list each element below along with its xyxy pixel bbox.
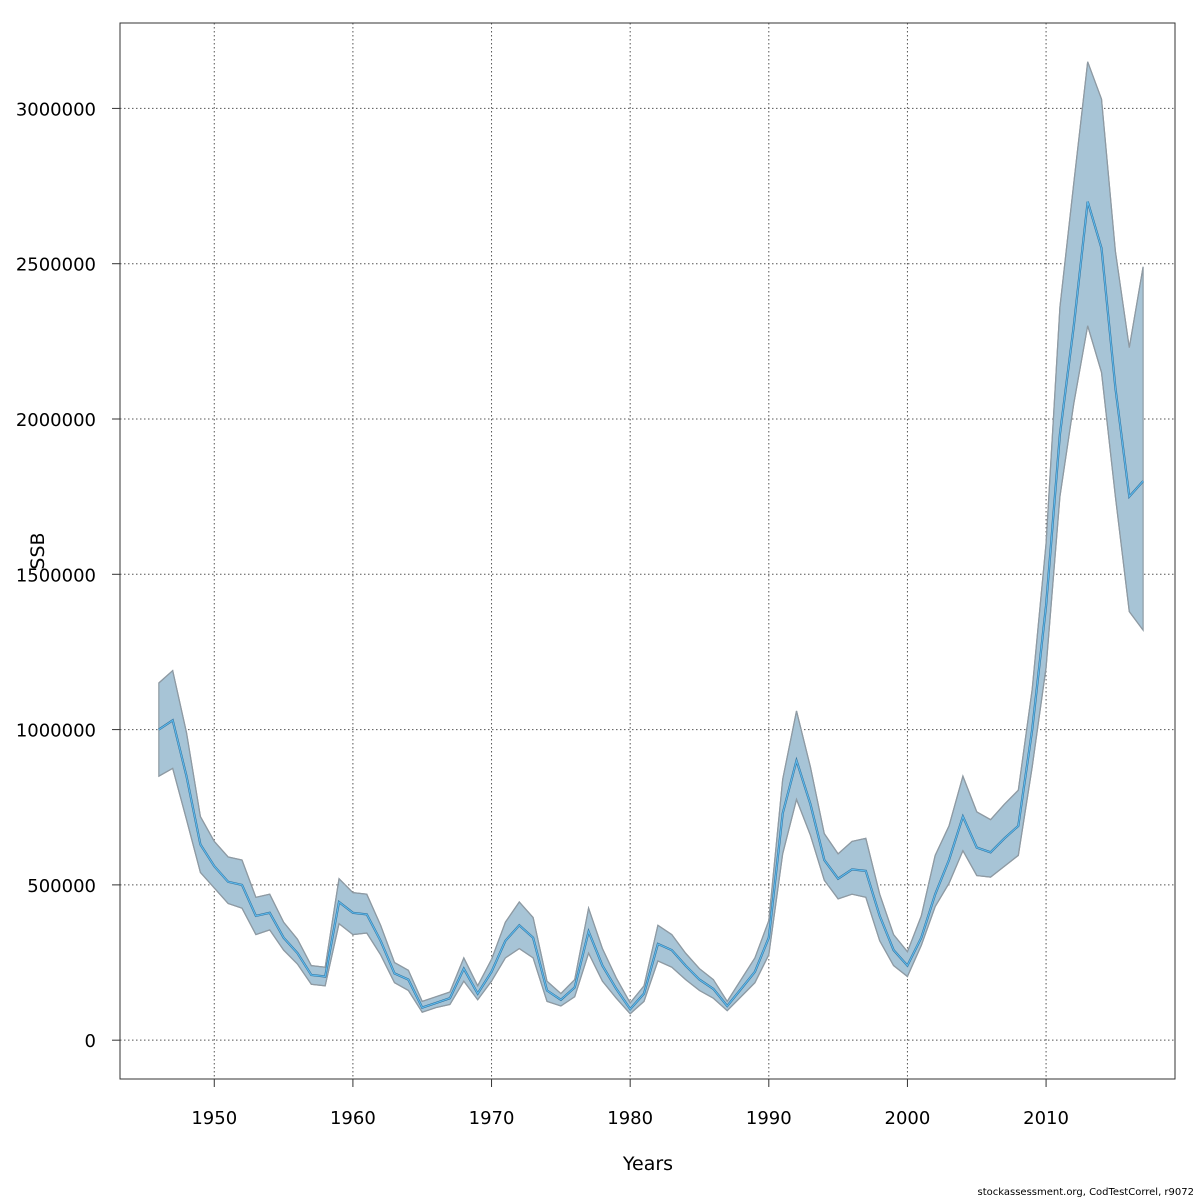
upper-bound-line xyxy=(158,61,1144,1004)
y-tick-label-2500000: 2500000 xyxy=(16,255,96,276)
y-tick-label-1000000: 1000000 xyxy=(16,721,96,742)
footer-credit: stockassessment.org, CodTestCorrel, r907… xyxy=(977,1187,1195,1198)
confidence-band-area xyxy=(158,61,1144,1015)
x-tick-label-2010: 2010 xyxy=(1023,1108,1069,1129)
plot-frame xyxy=(119,22,1176,1080)
confidence-band xyxy=(158,61,1144,1015)
x-tick-label-1990: 1990 xyxy=(746,1108,792,1129)
x-tick-label-1950: 1950 xyxy=(191,1108,237,1129)
x-tick-label-1960: 1960 xyxy=(330,1108,376,1129)
y-tick-label-500000: 500000 xyxy=(27,876,96,897)
y-axis-title: SSB xyxy=(27,532,49,569)
ssb-estimate-line xyxy=(158,201,1144,1011)
x-axis-title: Years xyxy=(622,1153,673,1175)
grid-lines xyxy=(120,23,1175,1079)
y-tick-label-2000000: 2000000 xyxy=(16,410,96,431)
y-tick-label-0: 0 xyxy=(85,1031,96,1052)
ssb-highlight-line xyxy=(158,201,1144,1011)
series-lines xyxy=(158,61,1144,1015)
x-tick-label-1980: 1980 xyxy=(607,1108,653,1129)
x-tick-label-1970: 1970 xyxy=(469,1108,515,1129)
y-tick-label-3000000: 3000000 xyxy=(16,99,96,120)
lower-bound-line xyxy=(158,325,1144,1015)
axis-ticks: 1950 1960 1970 1980 1990 2000 2010 0 500000 10000… xyxy=(16,99,1069,1129)
y-tick-label-1500000: 1500000 xyxy=(16,565,96,586)
x-tick-label-2000: 2000 xyxy=(885,1108,931,1129)
